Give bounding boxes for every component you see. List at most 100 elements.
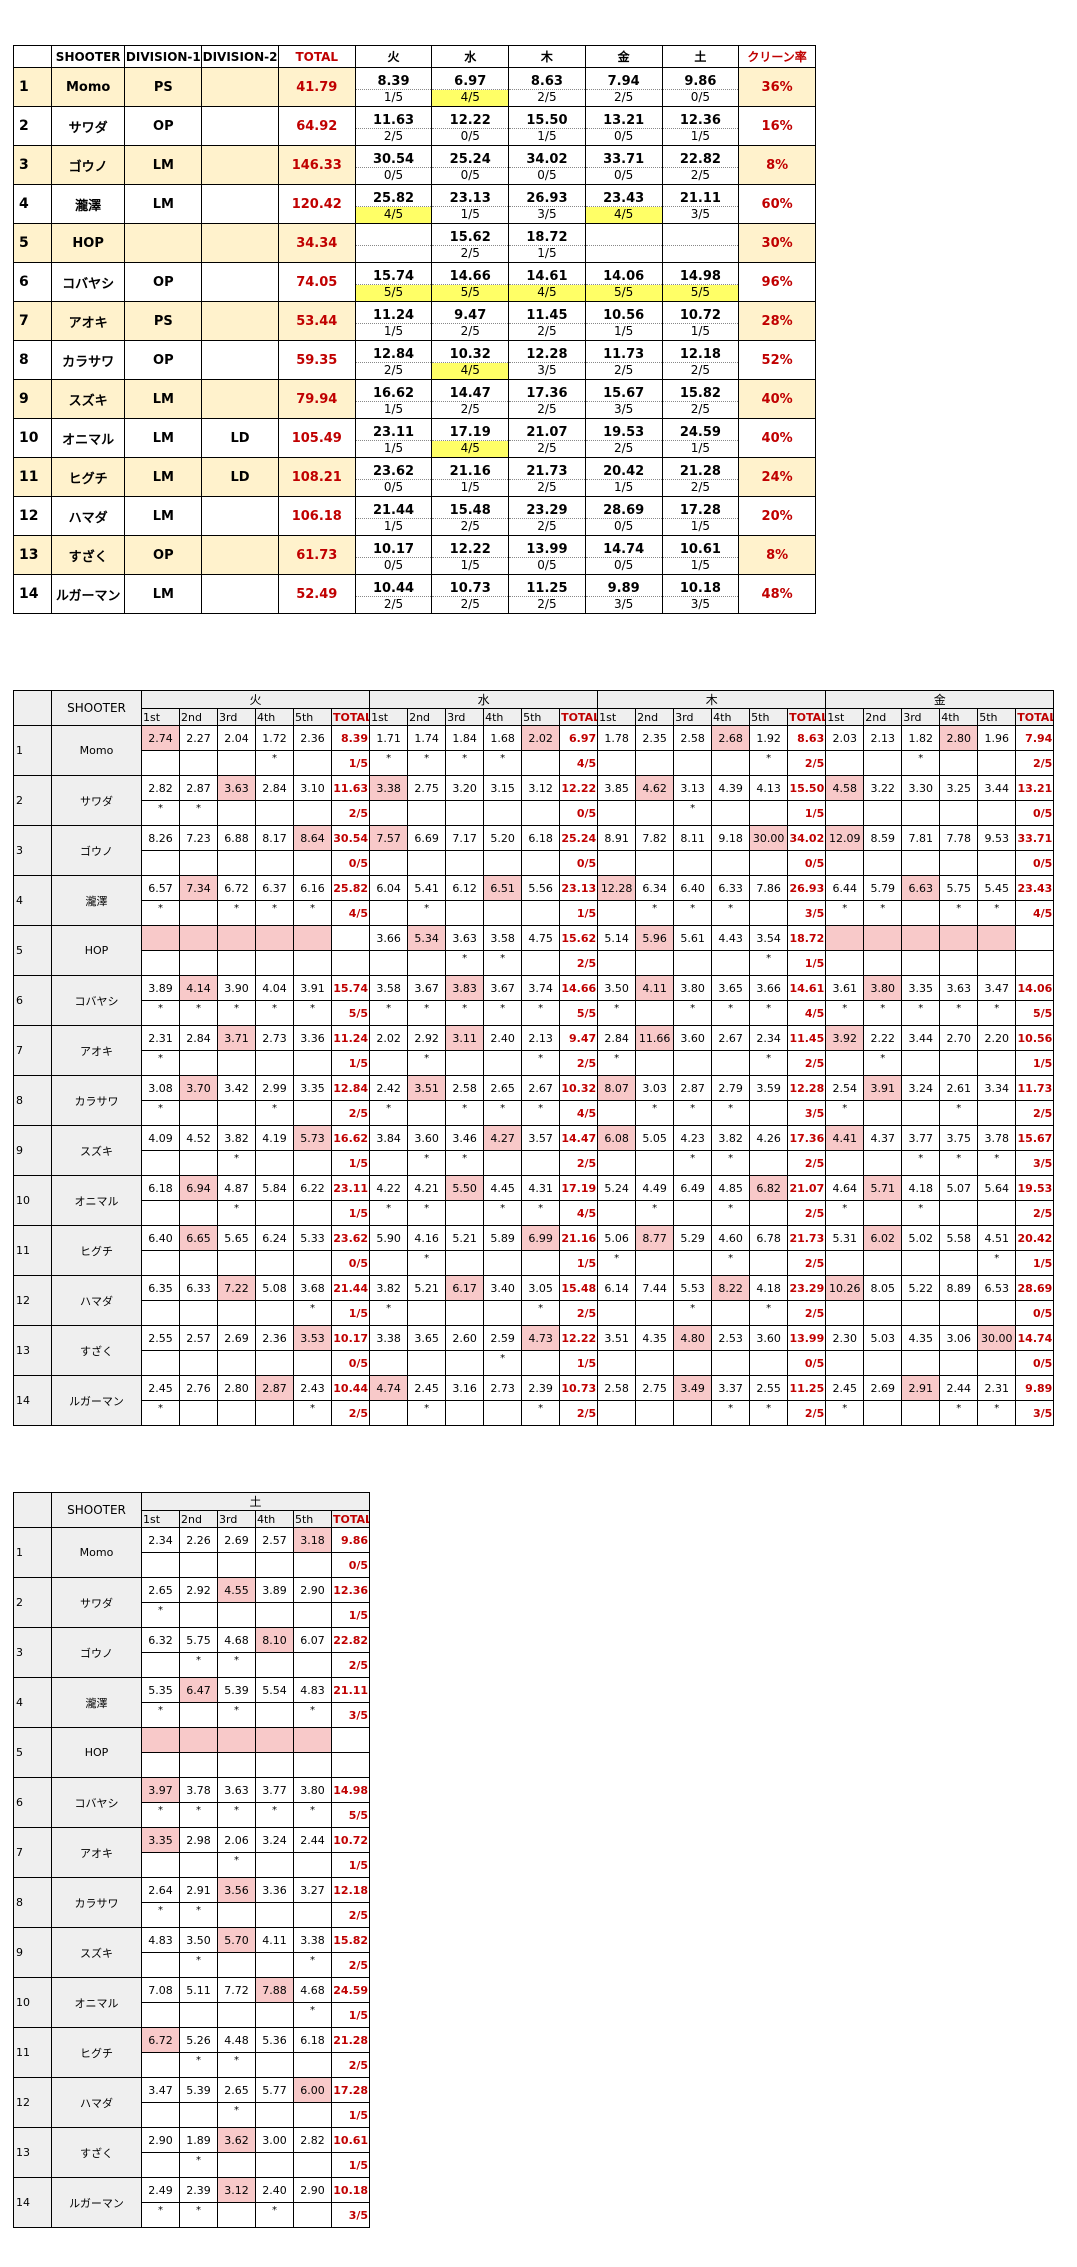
shot-time: 6.33 bbox=[711, 875, 751, 901]
clean-mark bbox=[445, 1400, 485, 1426]
day-time: 10.72 bbox=[661, 301, 740, 324]
shot-time: 2.36 bbox=[255, 1325, 294, 1351]
day-clean-score: 2/5 bbox=[330, 1902, 371, 1928]
clean-mark: * bbox=[939, 1000, 979, 1026]
header-division-1: DIVISION-1 bbox=[124, 45, 203, 68]
shot-time: 2.42 bbox=[369, 1075, 409, 1101]
clean-mark bbox=[825, 1150, 865, 1176]
shot-time: 3.24 bbox=[255, 1827, 294, 1853]
shot-time: 2.90 bbox=[141, 2127, 180, 2153]
clean-mark bbox=[255, 1702, 294, 1728]
shot-header: 5th bbox=[293, 1510, 332, 1528]
clean-mark bbox=[141, 1552, 180, 1578]
day-clean: 2/5 bbox=[584, 89, 663, 107]
shooter-name: アオキ bbox=[50, 301, 126, 341]
shot-time: 2.45 bbox=[407, 1375, 447, 1401]
day-time: 7.94 bbox=[584, 67, 663, 90]
division-2 bbox=[201, 223, 279, 263]
detail-row-marks: * * 2/5 bbox=[14, 2052, 371, 2078]
shot-time: 2.91 bbox=[901, 1375, 941, 1401]
shooter-name: Momo bbox=[51, 725, 142, 776]
day-time: 10.32 bbox=[431, 340, 510, 363]
shot-time: 5.02 bbox=[901, 1225, 941, 1251]
shooter-name: ハマダ bbox=[51, 2077, 142, 2128]
clean-mark bbox=[483, 1300, 523, 1326]
shot-time: 8.59 bbox=[863, 825, 903, 851]
clean-mark bbox=[901, 1300, 941, 1326]
clean-mark bbox=[217, 1602, 256, 1628]
clean-mark: * bbox=[179, 1000, 218, 1026]
clean-mark: * bbox=[901, 1000, 941, 1026]
rank: 6 bbox=[13, 262, 52, 302]
shot-time bbox=[939, 925, 979, 951]
shot-time: 3.05 bbox=[521, 1275, 561, 1301]
shooter-name: ハマダ bbox=[51, 1275, 142, 1326]
clean-mark: * bbox=[369, 750, 409, 776]
clean-mark bbox=[749, 1200, 789, 1226]
summary-header-row: SHOOTER DIVISION-1 DIVISION-2 TOTAL 火水木金土クリー… bbox=[13, 45, 816, 68]
clean-mark bbox=[255, 1752, 294, 1778]
division-2: LD bbox=[201, 457, 279, 497]
detail-row-marks: 0/5 bbox=[14, 1552, 371, 1578]
day-clean-score: 2/5 bbox=[330, 1100, 371, 1126]
day-clean-score: 0/5 bbox=[1015, 850, 1055, 876]
summary-row-clean: 0/5 1/5 2/5 1/5 2/5 bbox=[14, 479, 816, 497]
detail-row: 2 サワダ 2.82 2.87 3.63 2.84 3.10 11.63 3.38 2.75 3.2… bbox=[13, 775, 1055, 826]
clean-mark bbox=[825, 1350, 865, 1376]
clean-mark bbox=[217, 750, 256, 776]
shot-time: 3.13 bbox=[673, 775, 713, 801]
clean-mark bbox=[141, 750, 180, 776]
shot-time: 6.47 bbox=[179, 1677, 218, 1703]
shot-time: 3.11 bbox=[445, 1025, 485, 1051]
clean-mark: * bbox=[179, 1952, 218, 1978]
shot-time: 5.79 bbox=[863, 875, 903, 901]
shot-time: 2.87 bbox=[179, 775, 218, 801]
shooter-name: オニマル bbox=[51, 1175, 142, 1226]
shot-time: 1.92 bbox=[749, 725, 789, 751]
rank: 4 bbox=[13, 184, 52, 224]
shot-time: 2.84 bbox=[179, 1025, 218, 1051]
day-clean-score: 2/5 bbox=[330, 1952, 371, 1978]
shot-time: 3.35 bbox=[141, 1827, 180, 1853]
clean-mark: * bbox=[521, 1000, 561, 1026]
division-1: LM bbox=[124, 379, 203, 419]
day-clean-score: 4/5 bbox=[559, 750, 599, 776]
clean-mark bbox=[901, 1100, 941, 1126]
day-clean-score: 1/5 bbox=[330, 1050, 371, 1076]
shot-time: 5.35 bbox=[141, 1677, 180, 1703]
day-clean bbox=[661, 245, 740, 263]
clean-mark bbox=[369, 1250, 409, 1276]
clean-mark bbox=[217, 2202, 256, 2228]
day-time: 12.22 bbox=[431, 535, 510, 558]
shooter-name: 瀧澤 bbox=[50, 184, 126, 224]
shot-time: 3.63 bbox=[217, 1777, 256, 1803]
clean-mark: * bbox=[255, 900, 294, 926]
clean-rate: 30% bbox=[738, 223, 816, 263]
day-clean-score: 2/5 bbox=[787, 1400, 827, 1426]
shot-time: 2.99 bbox=[255, 1075, 294, 1101]
summary-row: 7 アオキ PS 53.44 11.24 9.47 11.45 10.56 10.72 28% bbox=[13, 301, 816, 341]
shot-time: 8.05 bbox=[863, 1275, 903, 1301]
clean-mark: * bbox=[483, 950, 523, 976]
shot-time: 3.58 bbox=[369, 975, 409, 1001]
clean-mark bbox=[141, 1150, 180, 1176]
clean-mark bbox=[863, 1400, 903, 1426]
clean-mark: * bbox=[673, 900, 713, 926]
shot-time: 2.39 bbox=[179, 2177, 218, 2203]
day-clean: 0/5 bbox=[431, 167, 510, 185]
detail-day-header-row: SHOOTER 火水木金 bbox=[13, 690, 1055, 726]
detail-row-marks: 0/5 * 1/5 0/5 0/5 bbox=[14, 1350, 1055, 1376]
shot-time: 5.53 bbox=[673, 1275, 713, 1301]
day-time: 10.17 bbox=[354, 535, 433, 558]
clean-mark: * bbox=[407, 1200, 447, 1226]
clean-mark bbox=[977, 1200, 1017, 1226]
clean-mark: * bbox=[141, 1802, 180, 1828]
detail-row: 1 Momo 2.74 2.27 2.04 1.72 2.36 8.39 1.71 1.74 1.8… bbox=[13, 725, 1055, 776]
shot-time: 8.77 bbox=[635, 1225, 675, 1251]
shot-header: TOTAL bbox=[559, 708, 599, 726]
clean-mark: * bbox=[179, 1902, 218, 1928]
day-time: 14.47 bbox=[431, 379, 510, 402]
day-clean-score: 1/5 bbox=[330, 2102, 371, 2128]
day-clean: 2/5 bbox=[661, 362, 740, 380]
day-time: 20.42 bbox=[584, 457, 663, 480]
